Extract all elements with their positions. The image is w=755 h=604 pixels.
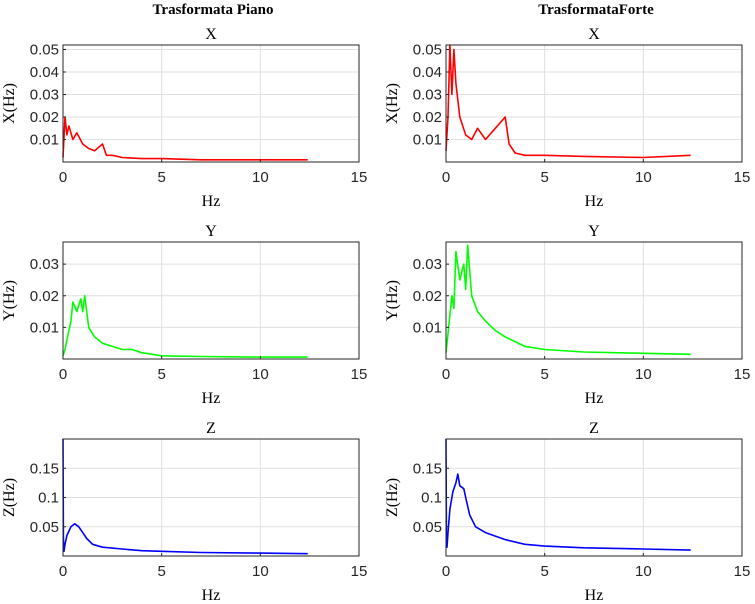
y-tick-label: 0.05 — [30, 519, 59, 536]
plot-area — [446, 242, 742, 359]
plot-area — [63, 45, 359, 162]
x-axis-label: Hz — [585, 193, 604, 210]
y-tick-label: 0.02 — [30, 109, 59, 126]
plot-area — [446, 45, 742, 162]
y-tick-label: 0.02 — [30, 288, 59, 305]
x-tick-label: 15 — [734, 169, 751, 186]
y-tick-label: 0.02 — [413, 288, 442, 305]
x-tick-label: 10 — [635, 366, 652, 383]
y-tick-label: 0.01 — [413, 319, 442, 336]
x-axis-label: Hz — [585, 587, 604, 604]
x-tick-label: 10 — [252, 366, 269, 383]
column-title-left: Trasformata Piano — [152, 2, 274, 18]
x-tick-label: 15 — [734, 563, 751, 580]
axes-box — [445, 44, 743, 163]
y-tick-label: 0.01 — [30, 319, 59, 336]
x-tick-label: 5 — [540, 169, 548, 186]
subplot-5: 0 5 10 15 0.05 0.1 0.15 Z Hz Z(Hz) — [1, 420, 367, 604]
x-tick-label: 0 — [59, 366, 67, 383]
subplot-3: 0 5 10 15 0.01 0.02 0.03 Y Hz Y(Hz) — [1, 223, 367, 407]
y-tick-label: 0.1 — [38, 490, 59, 507]
y-axis-label: Y(Hz) — [384, 280, 401, 321]
y-axis-label: Z(Hz) — [1, 478, 18, 517]
subplot-title: Y — [205, 223, 217, 240]
subplot-1: 0 5 10 15 0.01 0.02 0.03 0.04 0.05 X Hz X(Hz) — [1, 26, 367, 210]
series-line-1 — [62, 116, 308, 161]
x-tick-label: 5 — [157, 563, 165, 580]
subplot-title: Z — [206, 420, 216, 437]
y-axis-label: X(Hz) — [1, 83, 18, 124]
x-tick-label: 0 — [442, 366, 450, 383]
subplot-title: Y — [588, 223, 600, 240]
x-tick-label: 15 — [734, 366, 751, 383]
x-tick-label: 15 — [351, 169, 368, 186]
y-tick-label: 0.1 — [421, 490, 442, 507]
subplot-4: 0 5 10 15 0.01 0.02 0.03 Y Hz Y(Hz) — [384, 223, 750, 407]
axes-box — [445, 241, 743, 360]
x-tick-label: 5 — [157, 366, 165, 383]
y-tick-label: 0.05 — [30, 42, 59, 59]
plot-area — [63, 242, 359, 359]
y-tick-label: 0.03 — [30, 87, 59, 104]
y-tick-label: 0.01 — [30, 132, 59, 149]
x-tick-label: 10 — [635, 563, 652, 580]
column-title-right: TrasformataForte — [538, 2, 654, 18]
x-tick-label: 0 — [442, 169, 450, 186]
y-tick-label: 0.15 — [413, 460, 442, 477]
subplot-6: 0 5 10 15 0.05 0.1 0.15 Z Hz Z(Hz) — [384, 420, 750, 604]
y-tick-label: 0.15 — [30, 460, 59, 477]
x-tick-label: 15 — [351, 366, 368, 383]
y-axis-label: Y(Hz) — [1, 280, 18, 321]
series-line-1 — [445, 438, 691, 551]
x-axis-label: Hz — [202, 587, 221, 604]
x-tick-label: 0 — [59, 169, 67, 186]
y-tick-label: 0.01 — [413, 132, 442, 149]
y-tick-label: 0.05 — [413, 519, 442, 536]
y-tick-label: 0.03 — [413, 87, 442, 104]
x-tick-label: 15 — [351, 563, 368, 580]
subplot-2: 0 5 10 15 0.01 0.02 0.03 0.04 0.05 X Hz X(Hz) — [384, 26, 750, 210]
x-tick-label: 5 — [540, 366, 548, 383]
y-tick-label: 0.04 — [30, 64, 59, 81]
axes-box — [62, 44, 360, 163]
y-tick-label: 0.02 — [413, 109, 442, 126]
x-axis-label: Hz — [585, 390, 604, 407]
series-line-1 — [445, 244, 691, 356]
x-tick-label: 0 — [59, 563, 67, 580]
y-tick-label: 0.05 — [413, 42, 442, 59]
x-axis-label: Hz — [202, 193, 221, 210]
subplot-title: X — [588, 26, 600, 43]
y-axis-label: Z(Hz) — [384, 478, 401, 517]
x-tick-label: 5 — [157, 169, 165, 186]
axes-box — [62, 241, 360, 360]
y-tick-label: 0.03 — [413, 256, 442, 273]
x-tick-label: 10 — [252, 169, 269, 186]
y-tick-label: 0.04 — [413, 64, 442, 81]
series-line-1 — [445, 44, 691, 159]
series-line-1 — [62, 438, 308, 555]
x-tick-label: 0 — [442, 563, 450, 580]
y-axis-label: X(Hz) — [384, 83, 401, 124]
x-tick-label: 5 — [540, 563, 548, 580]
series-line-1 — [62, 294, 308, 358]
x-tick-label: 10 — [252, 563, 269, 580]
x-axis-label: Hz — [202, 390, 221, 407]
y-tick-label: 0.03 — [30, 256, 59, 273]
subplot-title: X — [205, 26, 217, 43]
subplot-title: Z — [589, 420, 599, 437]
x-tick-label: 10 — [635, 169, 652, 186]
